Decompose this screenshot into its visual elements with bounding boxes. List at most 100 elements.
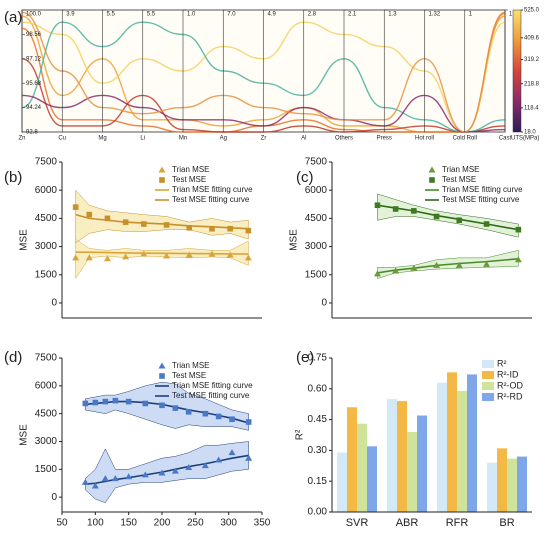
tick-label: 7.0 xyxy=(227,12,236,18)
marker xyxy=(159,402,165,409)
y-tick-label: 0.15 xyxy=(308,476,328,487)
confidence-band xyxy=(85,441,249,504)
bar xyxy=(437,382,447,512)
legend-swatch xyxy=(482,371,494,379)
marker xyxy=(72,254,80,261)
bar xyxy=(347,407,357,512)
tick-label: 2.8 xyxy=(308,12,317,18)
marker xyxy=(102,398,109,405)
legend-label: Test MSE xyxy=(172,371,206,380)
parallel-line xyxy=(21,21,506,133)
colorbar-tick-label: 118.4 xyxy=(524,105,539,111)
marker xyxy=(72,204,79,210)
marker xyxy=(125,398,132,405)
marker xyxy=(158,469,166,476)
bar xyxy=(397,401,407,512)
bar xyxy=(447,372,457,512)
y-axis-label: MSE xyxy=(19,229,30,251)
marker xyxy=(226,251,234,258)
bar xyxy=(367,446,377,512)
bar xyxy=(487,462,497,512)
marker xyxy=(186,224,193,231)
x-tick-label: 50 xyxy=(56,518,68,529)
legend-label: Trian MSE xyxy=(172,361,210,370)
x-tick-label: BR xyxy=(499,517,514,529)
marker xyxy=(245,227,252,234)
marker xyxy=(228,449,236,456)
bar xyxy=(457,390,467,512)
tick-label: 94.24 xyxy=(26,105,42,111)
tick-label: 97.12 xyxy=(26,56,42,62)
legend-marker xyxy=(159,373,165,379)
colorbar-label: UTS(MPa) xyxy=(511,136,539,142)
y-tick-label: 3000 xyxy=(35,436,58,447)
marker xyxy=(483,260,491,267)
legend-label: R² xyxy=(497,358,507,368)
panel-label: (c) xyxy=(296,169,314,186)
legend-label: R²-OD xyxy=(497,380,523,390)
axis-name: Mg xyxy=(98,136,106,142)
axis-name: Press xyxy=(377,136,392,142)
y-tick-label: 6000 xyxy=(305,185,328,196)
axis-name: Hot roll xyxy=(415,136,434,142)
y-tick-label: 4500 xyxy=(305,213,328,224)
marker xyxy=(163,252,171,259)
axis-name: Cold Roll xyxy=(453,136,477,142)
legend-swatch xyxy=(482,360,494,368)
marker xyxy=(202,410,209,417)
marker xyxy=(245,419,252,425)
y-tick-label: 0 xyxy=(321,298,327,309)
y-tick-label: 0 xyxy=(51,298,57,309)
y-tick-label: 6000 xyxy=(35,185,58,196)
axis-name: Al xyxy=(301,136,306,142)
colorbar xyxy=(512,9,522,133)
tick-label: 1.32 xyxy=(429,12,441,18)
axis-name: Ag xyxy=(220,136,227,142)
marker xyxy=(122,253,130,260)
legend-marker xyxy=(428,166,436,173)
tick-label: 92.8 xyxy=(26,130,38,136)
legend-label: Test MSE fitting curve xyxy=(442,195,520,204)
y-tick-label: 0.00 xyxy=(308,507,328,518)
marker xyxy=(172,405,179,411)
legend-label: R²-ID xyxy=(497,369,519,379)
axis-name: Cu xyxy=(58,136,66,142)
marker xyxy=(185,409,192,415)
y-tick-label: 3000 xyxy=(305,241,328,252)
marker xyxy=(111,475,119,482)
y-tick-label: 0.30 xyxy=(308,445,328,456)
y-axis-label: MSE xyxy=(19,424,30,446)
axis-name: Others xyxy=(335,136,353,142)
y-tick-label: 6000 xyxy=(35,380,58,391)
bar xyxy=(337,452,347,512)
tick-label: 1.3 xyxy=(388,12,397,18)
fit-curve xyxy=(75,213,249,230)
marker xyxy=(141,221,147,227)
legend-swatch xyxy=(482,393,494,401)
marker xyxy=(122,219,129,225)
marker xyxy=(456,217,463,224)
tick-label: 95.68 xyxy=(26,81,42,87)
marker xyxy=(91,482,99,489)
marker xyxy=(455,261,463,268)
bar xyxy=(387,399,397,512)
y-tick-label: 7500 xyxy=(35,157,58,168)
marker xyxy=(392,206,399,212)
marker xyxy=(373,270,381,277)
x-tick-label: ABR xyxy=(396,517,419,529)
marker xyxy=(483,221,490,227)
y-tick-label: 1500 xyxy=(305,269,328,280)
y-tick-label: 4500 xyxy=(35,408,58,419)
legend-label: Trian MSE xyxy=(442,165,480,174)
marker xyxy=(142,400,149,407)
colorbar-tick-label: 525.0 xyxy=(524,8,540,14)
y-tick-label: 4500 xyxy=(35,213,58,224)
axis-name: Zn xyxy=(18,136,25,142)
marker xyxy=(245,454,253,461)
marker xyxy=(103,255,111,262)
axis-name: Cast xyxy=(499,136,512,142)
confidence-band xyxy=(377,193,519,238)
legend-label: Test MSE fitting curve xyxy=(172,391,250,400)
panel-label: (b) xyxy=(4,169,22,186)
